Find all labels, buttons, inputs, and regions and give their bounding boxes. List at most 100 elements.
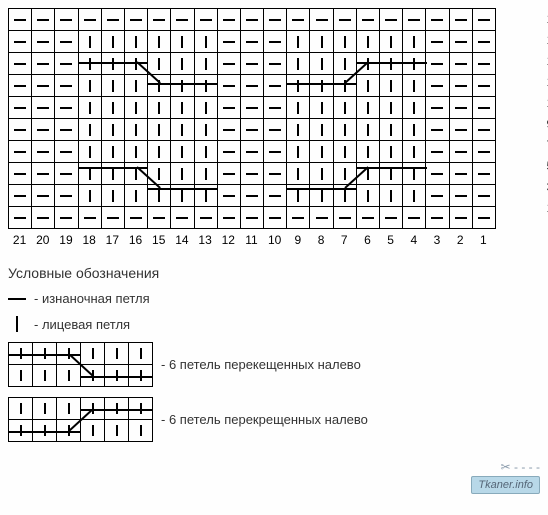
chart-cell bbox=[32, 75, 55, 97]
col-label: 15 bbox=[147, 233, 170, 247]
chart-cell bbox=[403, 75, 426, 97]
col-label: 16 bbox=[124, 233, 147, 247]
chart-cell bbox=[218, 119, 241, 141]
chart-cell bbox=[403, 207, 426, 229]
chart-cell bbox=[403, 9, 426, 31]
chart-cell bbox=[357, 207, 380, 229]
legend-row-cable-left: - 6 петель перекещенных налево bbox=[8, 342, 540, 387]
chart-cell bbox=[32, 53, 55, 75]
chart-cell bbox=[450, 163, 473, 185]
chart-cell bbox=[55, 31, 78, 53]
chart-cell bbox=[218, 31, 241, 53]
chart-cell bbox=[450, 9, 473, 31]
chart-cell bbox=[450, 31, 473, 53]
chart-cell bbox=[357, 119, 380, 141]
chart-cell bbox=[102, 9, 125, 31]
chart-cell bbox=[334, 207, 357, 229]
chart-cell bbox=[357, 9, 380, 31]
chart-cell bbox=[241, 97, 264, 119]
chart-cell bbox=[218, 141, 241, 163]
chart-cell bbox=[171, 9, 194, 31]
chart-cell bbox=[287, 53, 310, 75]
chart-cell bbox=[473, 97, 496, 119]
chart-cell bbox=[403, 53, 426, 75]
legend-cable-left-text: - 6 петель перекещенных налево bbox=[161, 357, 361, 372]
chart-cell bbox=[380, 97, 403, 119]
col-label: 8 bbox=[309, 233, 332, 247]
chart-cell bbox=[450, 185, 473, 207]
col-label: 6 bbox=[356, 233, 379, 247]
col-label: 20 bbox=[31, 233, 54, 247]
chart-cell bbox=[32, 207, 55, 229]
chart-cell bbox=[9, 97, 32, 119]
chart-cell bbox=[55, 141, 78, 163]
chart-cell bbox=[241, 119, 264, 141]
chart-cell bbox=[195, 53, 218, 75]
cable-left-symbol bbox=[8, 342, 153, 387]
chart-cell bbox=[380, 75, 403, 97]
chart-cell bbox=[195, 119, 218, 141]
chart-cell bbox=[287, 31, 310, 53]
chart-cell bbox=[32, 163, 55, 185]
chart-cell bbox=[357, 31, 380, 53]
chart-cell bbox=[403, 31, 426, 53]
chart-cell bbox=[218, 207, 241, 229]
col-label: 21 bbox=[8, 233, 31, 247]
chart-cell bbox=[148, 141, 171, 163]
chart-cell bbox=[79, 119, 102, 141]
col-label: 7 bbox=[333, 233, 356, 247]
chart-cell bbox=[287, 9, 310, 31]
chart-cell bbox=[79, 97, 102, 119]
col-label: 9 bbox=[286, 233, 309, 247]
col-label: 10 bbox=[263, 233, 286, 247]
chart-cell bbox=[32, 97, 55, 119]
legend-row-cable-right: - 6 петель перекрещенных налево bbox=[8, 397, 540, 442]
col-label: 12 bbox=[217, 233, 240, 247]
chart-cell bbox=[102, 207, 125, 229]
chart-cell bbox=[55, 97, 78, 119]
chart-cell bbox=[264, 75, 287, 97]
chart-cell bbox=[310, 119, 333, 141]
chart-cell bbox=[380, 185, 403, 207]
chart-cell bbox=[55, 75, 78, 97]
chart-cell bbox=[310, 207, 333, 229]
chart-cell bbox=[473, 31, 496, 53]
chart-cell bbox=[264, 207, 287, 229]
brand-badge: Tkaner.info bbox=[471, 476, 540, 494]
chart-cell bbox=[79, 185, 102, 207]
chart-cell bbox=[310, 75, 333, 97]
chart-cell bbox=[9, 163, 32, 185]
chart-cell bbox=[171, 141, 194, 163]
chart-cell bbox=[171, 97, 194, 119]
chart-cell bbox=[148, 119, 171, 141]
col-label: 2 bbox=[449, 233, 472, 247]
chart-cell bbox=[310, 31, 333, 53]
chart-cell bbox=[125, 9, 148, 31]
chart-cell bbox=[171, 207, 194, 229]
chart-cell bbox=[287, 207, 310, 229]
chart-cell bbox=[241, 185, 264, 207]
legend-cable-right-text: - 6 петель перекрещенных налево bbox=[161, 412, 368, 427]
chart-cell bbox=[473, 141, 496, 163]
chart-cell bbox=[380, 9, 403, 31]
chart-cell bbox=[9, 185, 32, 207]
chart-cell bbox=[171, 119, 194, 141]
chart-cell bbox=[403, 97, 426, 119]
chart-cell bbox=[450, 75, 473, 97]
chart-cell bbox=[426, 119, 449, 141]
chart-cell bbox=[334, 141, 357, 163]
chart-cell bbox=[218, 185, 241, 207]
chart-cell bbox=[148, 97, 171, 119]
chart-cell bbox=[264, 163, 287, 185]
chart-cell bbox=[195, 9, 218, 31]
chart-cell bbox=[241, 9, 264, 31]
chart-cell bbox=[426, 31, 449, 53]
chart-cell bbox=[102, 31, 125, 53]
chart-cell bbox=[32, 185, 55, 207]
chart-cell bbox=[264, 119, 287, 141]
chart-cell bbox=[195, 97, 218, 119]
chart-cell bbox=[450, 141, 473, 163]
chart-cell bbox=[125, 207, 148, 229]
chart-cell bbox=[380, 119, 403, 141]
chart-cell bbox=[264, 53, 287, 75]
